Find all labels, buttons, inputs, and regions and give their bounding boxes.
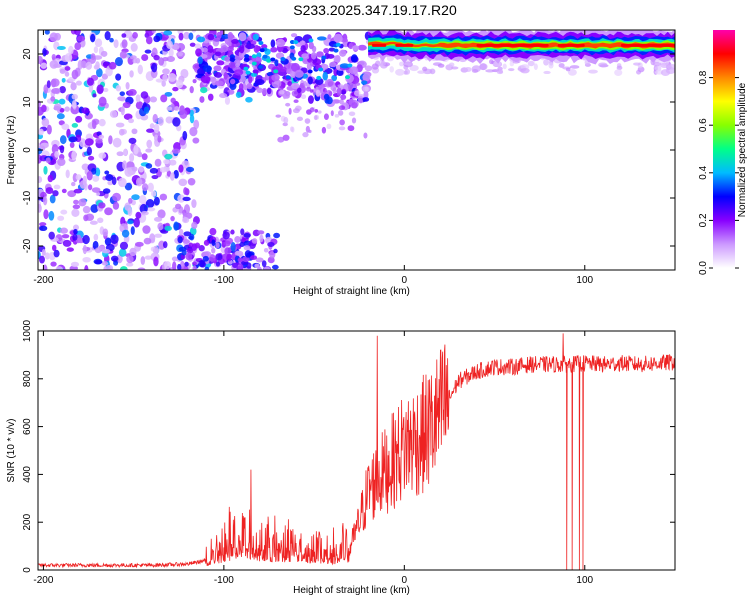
snr-ytick-label: 1000 [22,319,33,342]
colorbar-tick-label: 0.6 [698,118,709,132]
snr-xtick-label: -100 [214,575,234,586]
heatmap-ytick-label: 20 [22,48,33,60]
heatmap-cells [38,30,675,270]
snr-ytick-label: 0 [22,567,33,573]
snr-ylabel: SNR (10 * v/v) [6,419,17,483]
snr-ytick-label: 800 [22,370,33,387]
snr-ytick-label: 400 [22,466,33,483]
heatmap-xtick-label: 0 [402,275,408,286]
heatmap-xtick-label: 100 [576,275,593,286]
snr-series-line [38,333,675,570]
colorbar-tick-label: 0.4 [698,165,709,179]
snr-ytick-label: 200 [22,513,33,530]
heatmap-ytick-label: 0 [22,147,33,153]
heatmap-xtick-label: -100 [214,275,234,286]
heatmap-xtick-label: -200 [33,275,53,286]
heatmap-ytick-label: 10 [22,96,33,108]
colorbar-tick-label: 0.2 [698,213,709,227]
heatmap-xlabel: Height of straight line (km) [293,286,410,297]
heatmap-ylabel: Frequency (Hz) [6,116,17,185]
colorbar-tick-label: 0.8 [698,70,709,84]
colorbar-label: Normalized spectral amplitude [737,82,748,217]
snr-frame [37,330,676,571]
page-title: S233.2025.347.19.17.R20 [293,2,457,18]
colorbar-tick-label: 0.0 [698,261,709,275]
snr-xlabel: Height of straight line (km) [293,585,410,596]
heatmap-ytick-label: -10 [22,190,33,205]
snr-ytick-label: 600 [22,418,33,435]
snr-xtick-label: 100 [576,575,593,586]
colorbar [713,30,735,268]
heatmap-ytick-label: -20 [22,238,33,253]
snr-xtick-label: 0 [402,575,408,586]
snr-xtick-label: -200 [33,575,53,586]
